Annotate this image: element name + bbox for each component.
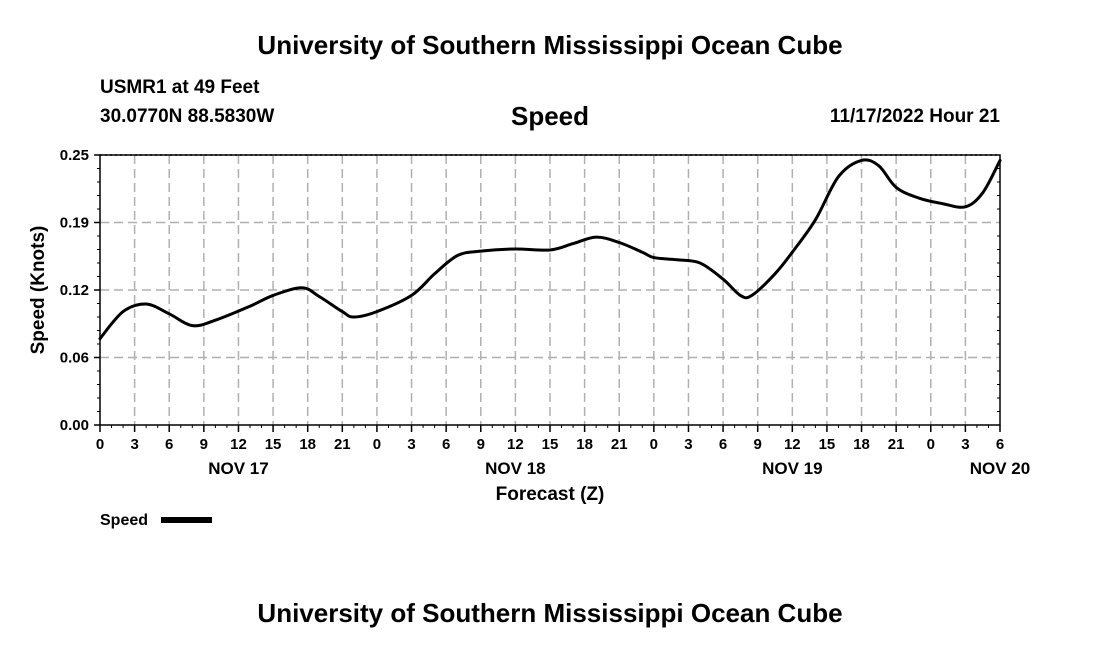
x-tick-label: 21 xyxy=(334,436,351,453)
plot-frame xyxy=(99,154,1001,426)
page-title: University of Southern Mississippi Ocean… xyxy=(257,30,843,60)
x-tick-label: 15 xyxy=(265,436,282,453)
x-tick-label: 12 xyxy=(507,436,524,453)
x-tick-label: 15 xyxy=(542,436,559,453)
x-tick-label: 12 xyxy=(784,436,801,453)
x-tick-label: 3 xyxy=(130,436,138,453)
x-tick-label: 6 xyxy=(442,436,450,453)
x-tick-label: 0 xyxy=(96,436,104,453)
y-axis: 0.00 0.06 0.12 0.19 0.25 xyxy=(60,147,100,434)
station-label: USMR1 at 49 Feet xyxy=(100,77,260,98)
x-tick-label: 6 xyxy=(996,436,1004,453)
station-coordinates: 30.0770N 88.5830W xyxy=(100,106,275,127)
legend: Speed xyxy=(100,512,212,529)
y-tick-label: 0.25 xyxy=(60,147,89,164)
x-tick-label: 18 xyxy=(576,436,593,453)
x-axis: 0 3 6 9 12 15 18 21 0 3 6 9 12 15 18 21 0 3 6 9 12 15 18 21 0 3 6 N… xyxy=(96,425,1030,478)
day-label: NOV 20 xyxy=(970,459,1030,478)
day-label: NOV 17 xyxy=(208,459,268,478)
y-axis-label: Speed (Knots) xyxy=(28,226,49,355)
x-tick-label: 3 xyxy=(407,436,415,453)
x-tick-label: 9 xyxy=(477,436,485,453)
day-label: NOV 18 xyxy=(485,459,545,478)
chart-title: Speed xyxy=(510,101,590,131)
series-layer xyxy=(98,158,1002,341)
x-tick-label: 9 xyxy=(200,436,208,453)
grid xyxy=(100,154,1000,425)
x-axis-label: Forecast (Z) xyxy=(496,484,605,505)
x-tick-label: 18 xyxy=(853,436,870,453)
y-tick-label: 0.12 xyxy=(60,282,89,299)
x-tick-label: 12 xyxy=(230,436,247,453)
x-tick-label: 6 xyxy=(165,436,173,453)
y-tick-label: 0.06 xyxy=(60,350,89,367)
x-tick-label: 0 xyxy=(373,436,381,453)
footer-title: University of Southern Mississippi Ocean… xyxy=(257,598,843,628)
legend-label: Speed xyxy=(100,512,148,529)
x-tick-label: 21 xyxy=(611,436,628,453)
x-tick-label: 3 xyxy=(961,436,969,453)
x-tick-label: 9 xyxy=(754,436,762,453)
x-tick-label: 18 xyxy=(299,436,316,453)
x-tick-label: 6 xyxy=(719,436,727,453)
minor-ticks xyxy=(97,168,1000,428)
y-tick-label: 0.00 xyxy=(60,417,89,434)
y-tick-label: 0.19 xyxy=(60,215,89,232)
x-tick-label: 0 xyxy=(650,436,658,453)
day-label: NOV 19 xyxy=(762,459,822,478)
x-tick-label: 3 xyxy=(684,436,692,453)
x-tick-label: 15 xyxy=(819,436,836,453)
forecast-datetime: 11/17/2022 Hour 21 xyxy=(829,106,1000,127)
speed-series-line xyxy=(98,158,1002,341)
x-tick-label: 21 xyxy=(888,436,905,453)
x-tick-label: 0 xyxy=(927,436,935,453)
